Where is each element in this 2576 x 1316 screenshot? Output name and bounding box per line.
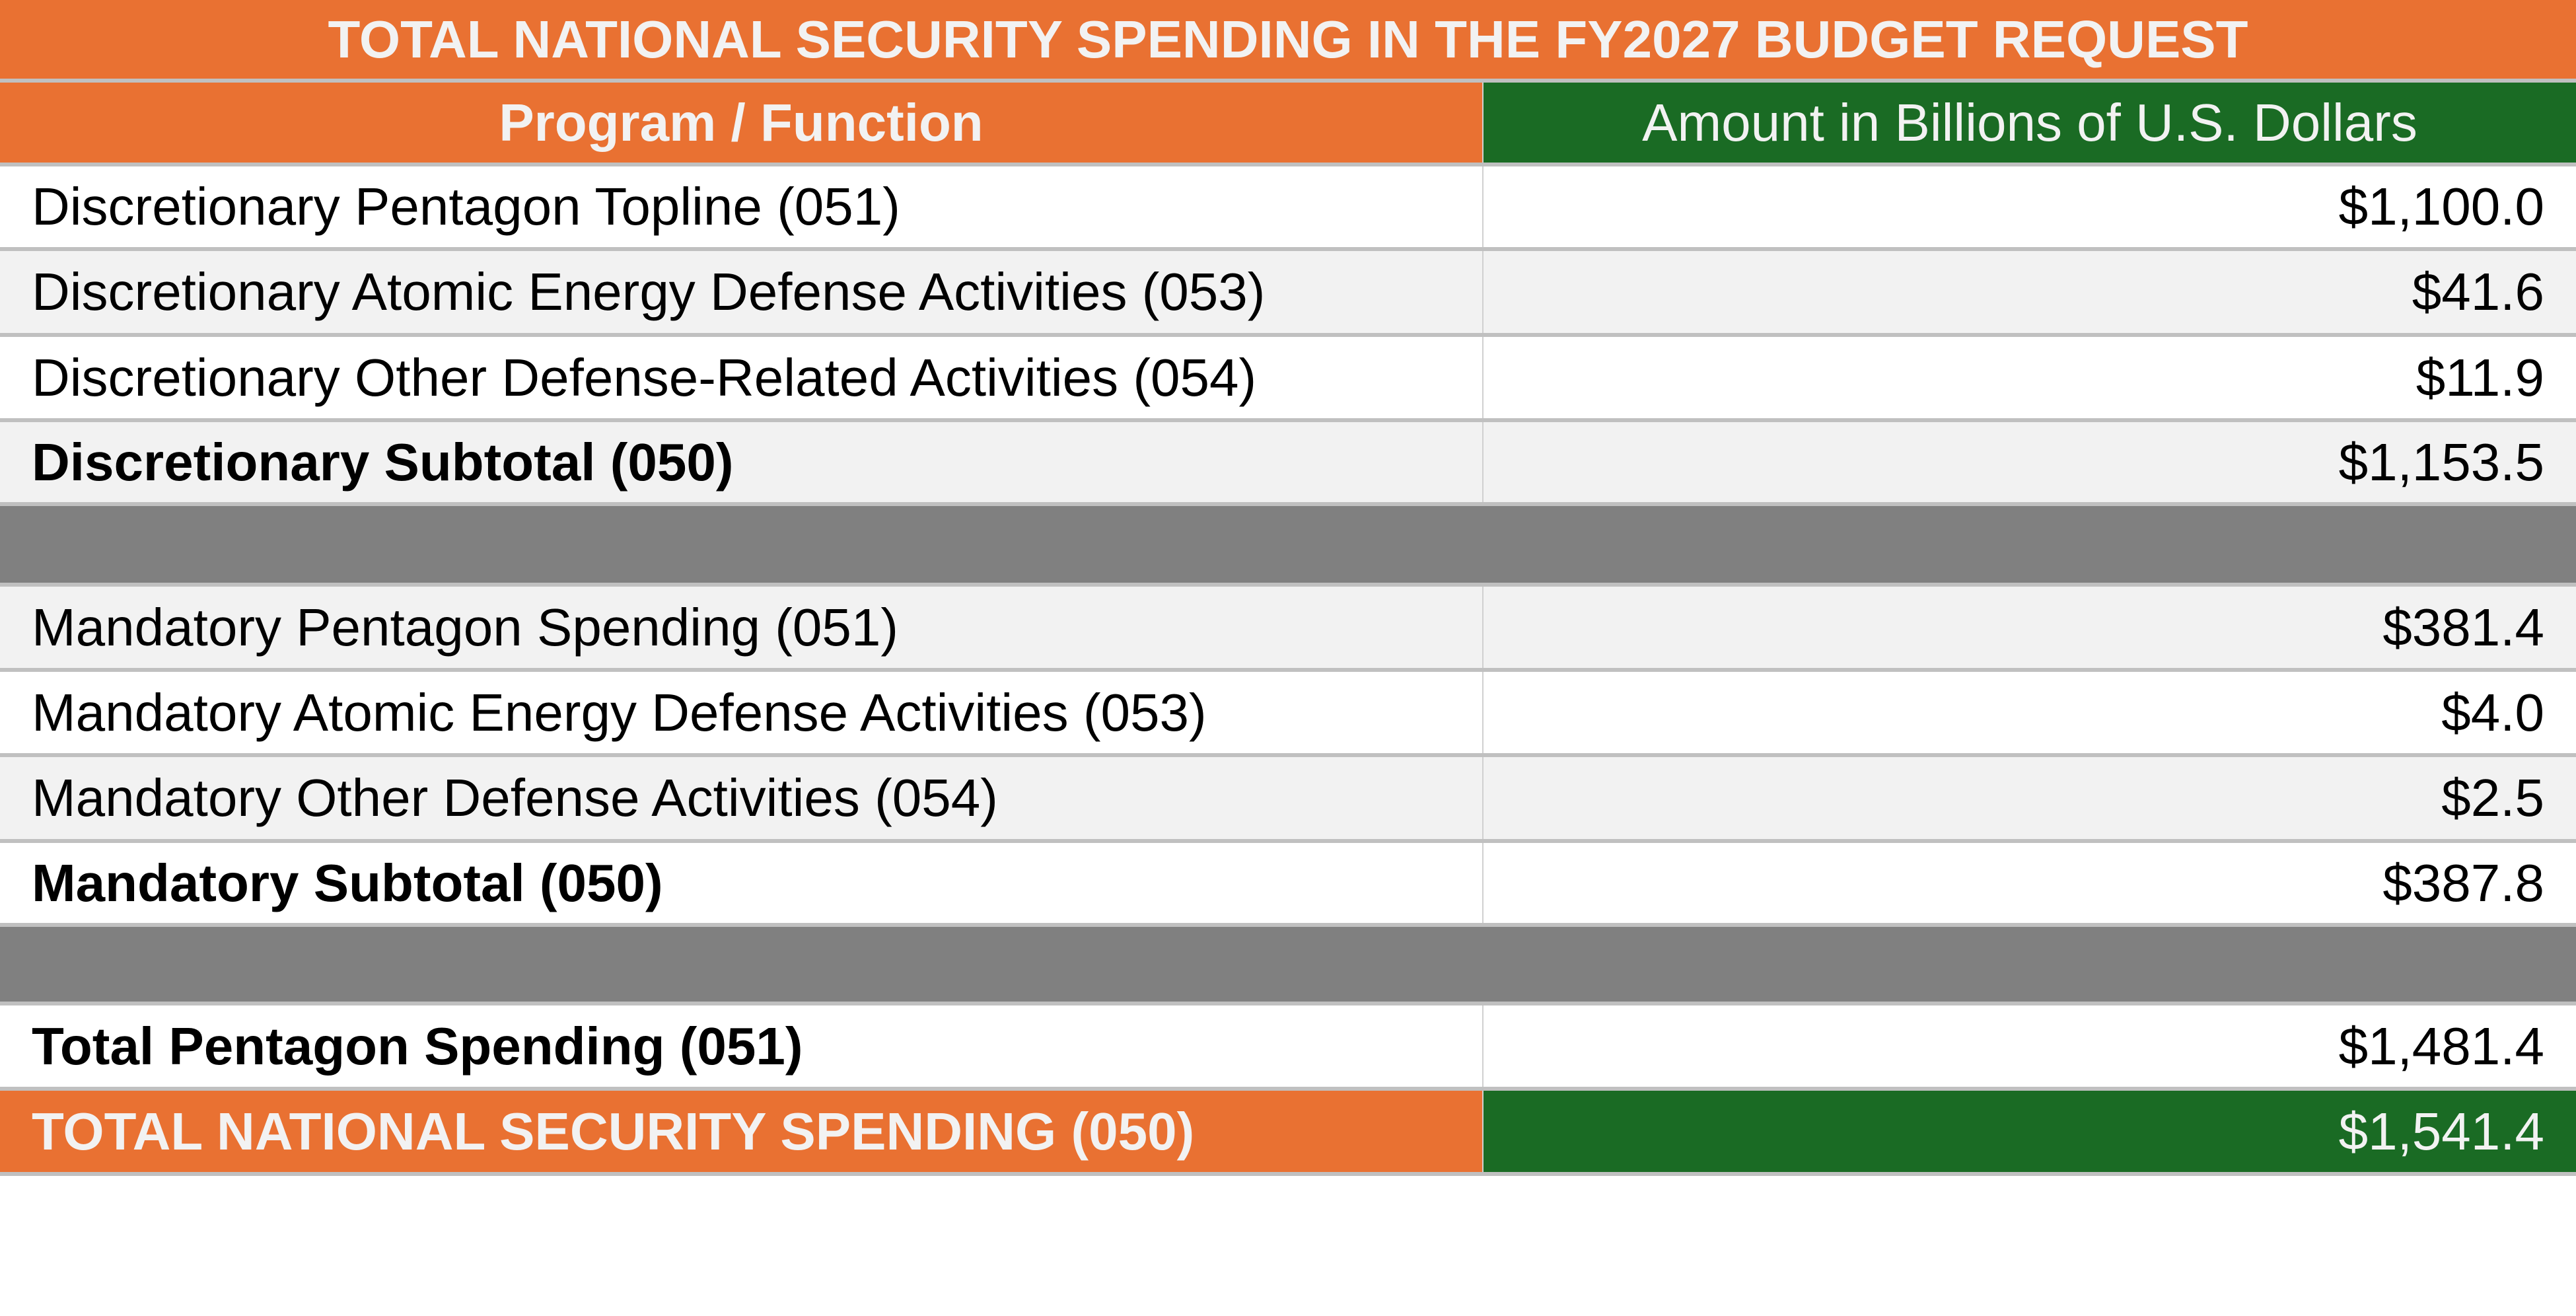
separator-row — [0, 506, 2576, 587]
table-row: Discretionary Atomic Energy Defense Acti… — [0, 251, 2576, 337]
table-row: Discretionary Other Defense-Related Acti… — [0, 337, 2576, 422]
row-label: Mandatory Pentagon Spending (051) — [0, 587, 1484, 668]
row-label: Discretionary Subtotal (050) — [0, 422, 1484, 502]
row-label: Discretionary Atomic Energy Defense Acti… — [0, 251, 1484, 333]
row-value: $1,481.4 — [1484, 1005, 2576, 1087]
row-value: $2.5 — [1484, 757, 2576, 839]
row-label: Discretionary Pentagon Topline (051) — [0, 166, 1484, 247]
header-amount: Amount in Billions of U.S. Dollars — [1484, 83, 2576, 163]
row-label: Total Pentagon Spending (051) — [0, 1005, 1484, 1087]
total-pentagon-row: Total Pentagon Spending (051) $1,481.4 — [0, 1005, 2576, 1091]
row-label: Discretionary Other Defense-Related Acti… — [0, 337, 1484, 418]
row-value: $1,153.5 — [1484, 422, 2576, 502]
row-value: $41.6 — [1484, 251, 2576, 333]
row-label: Mandatory Other Defense Activities (054) — [0, 757, 1484, 839]
table-row: Discretionary Pentagon Topline (051) $1,… — [0, 166, 2576, 251]
subtotal-row: Mandatory Subtotal (050) $387.8 — [0, 843, 2576, 927]
subtotal-row: Discretionary Subtotal (050) $1,153.5 — [0, 422, 2576, 506]
row-value: $1,100.0 — [1484, 166, 2576, 247]
table-row: Mandatory Other Defense Activities (054)… — [0, 757, 2576, 843]
row-value: $1,541.4 — [1484, 1091, 2576, 1172]
table-row: Mandatory Atomic Energy Defense Activiti… — [0, 672, 2576, 757]
title-row: TOTAL NATIONAL SECURITY SPENDING IN THE … — [0, 0, 2576, 83]
table-row: Mandatory Pentagon Spending (051) $381.4 — [0, 587, 2576, 672]
separator-row — [0, 927, 2576, 1005]
grand-total-row: TOTAL NATIONAL SECURITY SPENDING (050) $… — [0, 1091, 2576, 1176]
table-title: TOTAL NATIONAL SECURITY SPENDING IN THE … — [0, 0, 2576, 79]
row-label: Mandatory Atomic Energy Defense Activiti… — [0, 672, 1484, 753]
header-row: Program / Function Amount in Billions of… — [0, 83, 2576, 166]
row-label: TOTAL NATIONAL SECURITY SPENDING (050) — [0, 1091, 1484, 1172]
row-value: $387.8 — [1484, 843, 2576, 923]
row-value: $4.0 — [1484, 672, 2576, 753]
row-value: $11.9 — [1484, 337, 2576, 418]
row-label: Mandatory Subtotal (050) — [0, 843, 1484, 923]
row-value: $381.4 — [1484, 587, 2576, 668]
header-program: Program / Function — [0, 83, 1484, 163]
